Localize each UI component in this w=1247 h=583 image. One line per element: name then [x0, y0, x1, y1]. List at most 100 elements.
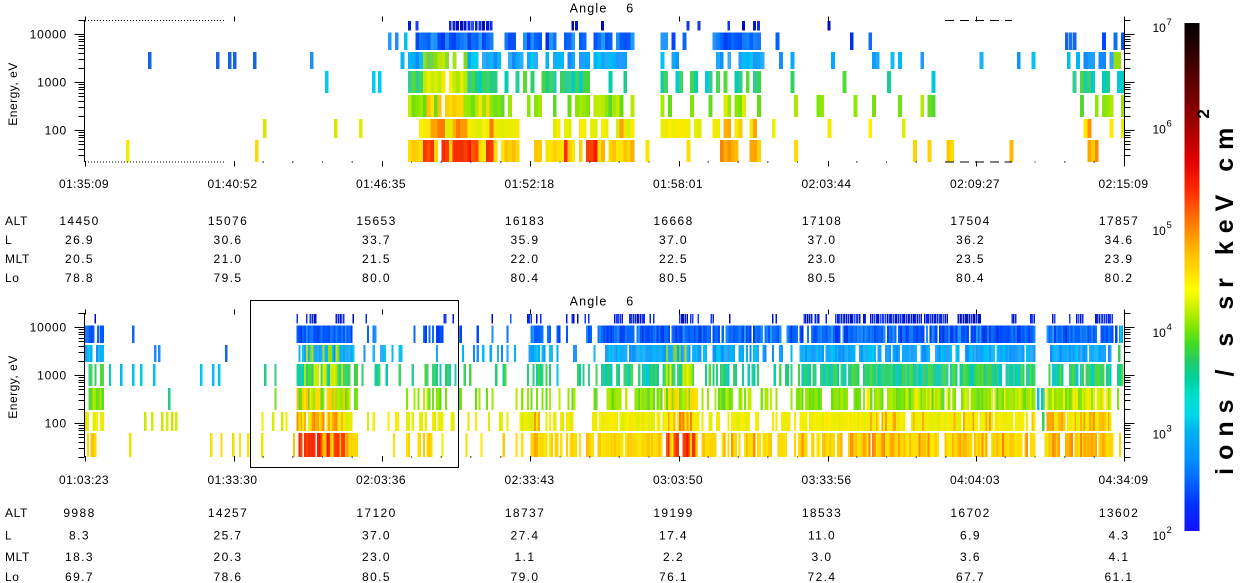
svg-text:20.3: 20.3 — [214, 550, 243, 564]
svg-text:10: 10 — [1153, 427, 1167, 441]
svg-text:6.9: 6.9 — [960, 529, 981, 543]
svg-text:ALT: ALT — [5, 214, 28, 228]
svg-text:03:03:50: 03:03:50 — [653, 473, 703, 487]
svg-text:01:58:01: 01:58:01 — [653, 177, 703, 191]
svg-text:79.5: 79.5 — [214, 271, 243, 285]
svg-text:79.0: 79.0 — [511, 570, 540, 583]
svg-text:80.4: 80.4 — [511, 271, 540, 285]
svg-text:11.0: 11.0 — [808, 529, 836, 543]
svg-text:7: 7 — [1167, 17, 1172, 28]
svg-text:ALT: ALT — [5, 506, 28, 520]
svg-text:30.6: 30.6 — [214, 233, 243, 247]
svg-text:8.3: 8.3 — [69, 529, 90, 543]
svg-text:37.0: 37.0 — [362, 529, 391, 543]
svg-text:02:33:43: 02:33:43 — [505, 473, 555, 487]
svg-text:27.4: 27.4 — [511, 529, 540, 543]
svg-text:02:09:27: 02:09:27 — [950, 177, 1000, 191]
svg-text:80.5: 80.5 — [362, 570, 391, 583]
svg-text:23.9: 23.9 — [1105, 252, 1134, 266]
svg-text:23.5: 23.5 — [956, 252, 985, 266]
svg-text:03:33:56: 03:33:56 — [802, 473, 852, 487]
svg-text:17857: 17857 — [1099, 214, 1139, 228]
svg-text:02:03:36: 02:03:36 — [356, 473, 406, 487]
svg-text:35.9: 35.9 — [511, 233, 540, 247]
svg-text:80.0: 80.0 — [362, 271, 391, 285]
svg-text:19199: 19199 — [653, 506, 693, 520]
svg-text:17120: 17120 — [356, 506, 396, 520]
svg-text:1.1: 1.1 — [515, 550, 536, 564]
svg-text:14257: 14257 — [208, 506, 248, 520]
svg-text:37.0: 37.0 — [659, 233, 688, 247]
svg-text:72.4: 72.4 — [808, 570, 837, 583]
svg-text:02:03:44: 02:03:44 — [802, 177, 852, 191]
svg-text:3.0: 3.0 — [812, 550, 833, 564]
svg-text:100: 100 — [45, 123, 67, 137]
svg-text:26.9: 26.9 — [65, 233, 94, 247]
svg-text:78.8: 78.8 — [65, 271, 94, 285]
svg-text:17.4: 17.4 — [659, 529, 688, 543]
svg-text:01:40:52: 01:40:52 — [208, 177, 258, 191]
svg-text:4.3: 4.3 — [1109, 529, 1130, 543]
svg-text:L: L — [5, 529, 12, 543]
svg-text:10: 10 — [1153, 529, 1167, 543]
svg-text:16183: 16183 — [505, 214, 545, 228]
svg-text:15653: 15653 — [356, 214, 396, 228]
svg-text:37.0: 37.0 — [808, 233, 837, 247]
svg-text:01:03:23: 01:03:23 — [59, 473, 109, 487]
svg-text:14450: 14450 — [59, 214, 99, 228]
svg-text:22.0: 22.0 — [511, 252, 540, 266]
svg-text:15076: 15076 — [208, 214, 248, 228]
svg-text:10: 10 — [1153, 326, 1167, 340]
svg-text:17504: 17504 — [950, 214, 990, 228]
svg-text:25.7: 25.7 — [214, 529, 243, 543]
svg-text:3: 3 — [1167, 423, 1172, 434]
svg-text:23.0: 23.0 — [362, 550, 391, 564]
svg-text:01:33:30: 01:33:30 — [208, 473, 258, 487]
svg-text:01:35:09: 01:35:09 — [59, 177, 109, 191]
svg-text:4: 4 — [1167, 322, 1172, 333]
svg-text:Lo: Lo — [5, 570, 20, 583]
svg-text:Lo: Lo — [5, 271, 20, 285]
svg-text:78.6: 78.6 — [214, 570, 243, 583]
svg-text:01:46:35: 01:46:35 — [356, 177, 406, 191]
svg-text:1000: 1000 — [37, 368, 67, 382]
svg-text:2: 2 — [1167, 525, 1172, 536]
svg-text:80.5: 80.5 — [659, 271, 688, 285]
svg-text:80.4: 80.4 — [956, 271, 985, 285]
svg-text:2.2: 2.2 — [663, 550, 684, 564]
svg-text:9988: 9988 — [63, 506, 95, 520]
svg-text:17108: 17108 — [802, 214, 842, 228]
svg-text:20.5: 20.5 — [65, 252, 94, 266]
svg-text:3.6: 3.6 — [960, 550, 981, 564]
svg-text:61.1: 61.1 — [1105, 570, 1134, 583]
svg-text:36.2: 36.2 — [956, 233, 985, 247]
svg-text:Energy, eV: Energy, eV — [6, 355, 20, 418]
svg-text:23.0: 23.0 — [808, 252, 837, 266]
svg-text:MLT: MLT — [5, 252, 30, 266]
svg-text:76.1: 76.1 — [659, 570, 688, 583]
svg-text:04:04:03: 04:04:03 — [950, 473, 1000, 487]
svg-text:33.7: 33.7 — [362, 233, 391, 247]
svg-text:L: L — [5, 233, 12, 247]
svg-text:13602: 13602 — [1099, 506, 1139, 520]
svg-text:MLT: MLT — [5, 550, 30, 564]
svg-text:Angle 6: Angle 6 — [570, 295, 635, 309]
svg-text:02:15:09: 02:15:09 — [1099, 177, 1149, 191]
svg-text:18737: 18737 — [505, 506, 545, 520]
svg-text:100: 100 — [45, 416, 67, 430]
svg-text:21.0: 21.0 — [214, 252, 243, 266]
svg-text:10: 10 — [1153, 123, 1167, 137]
svg-text:34.6: 34.6 — [1105, 233, 1134, 247]
svg-text:22.5: 22.5 — [659, 252, 688, 266]
svg-text:10000: 10000 — [30, 320, 67, 334]
svg-text:6: 6 — [1167, 119, 1172, 130]
svg-text:21.5: 21.5 — [362, 252, 391, 266]
svg-text:67.7: 67.7 — [956, 570, 985, 583]
svg-text:10: 10 — [1153, 224, 1167, 238]
svg-text:1000: 1000 — [37, 75, 67, 89]
svg-text:Angle 6: Angle 6 — [570, 2, 635, 16]
svg-text:18533: 18533 — [802, 506, 842, 520]
svg-text:Energy, eV: Energy, eV — [6, 62, 20, 125]
svg-text:80.5: 80.5 — [808, 271, 837, 285]
svg-text:18.3: 18.3 — [65, 550, 94, 564]
